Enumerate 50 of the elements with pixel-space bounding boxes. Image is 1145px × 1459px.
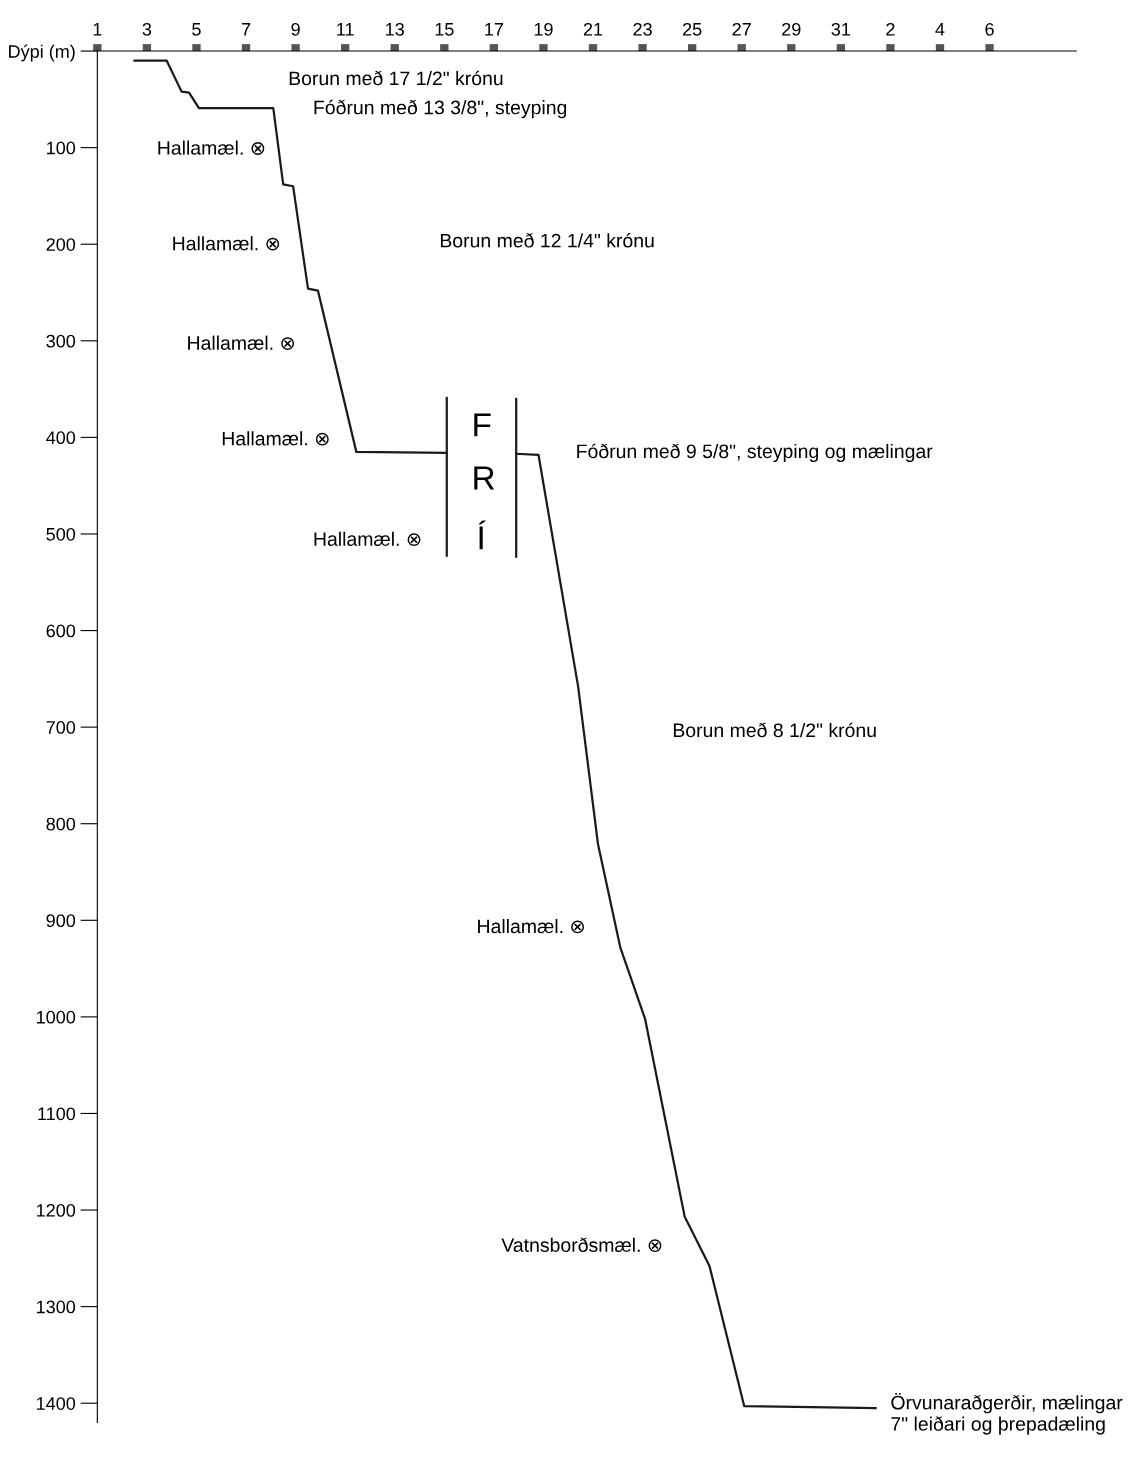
y-tick-label: 200 (46, 238, 76, 251)
y-tick-label: Dýpi (m) (9, 44, 75, 62)
y-tick-label: 100 (47, 141, 76, 155)
annotation: Hallamæl. ⊗ (222, 431, 329, 446)
annotation: Borun með 12 1/4" krónu (440, 232, 654, 248)
annotation: Hallamæl. ⊗ (158, 140, 265, 155)
x-tick-label: 13 (386, 22, 404, 36)
x-tick-label: 1 (93, 23, 102, 36)
annotation: Borun með 17 1/2" krónu (289, 70, 503, 86)
y-tick-label: 600 (46, 624, 76, 638)
annotation: Hallamæl. ⊗ (173, 236, 280, 251)
y-tick-label: 500 (46, 527, 76, 541)
annotation: Hallamæl. ⊗ (478, 918, 584, 934)
annotation: Vatnsborðsmæl. ⊗ (501, 1237, 662, 1253)
y-tick-label: 300 (46, 334, 76, 348)
annotation: Hallamæl. ⊗ (188, 335, 294, 350)
x-tick-label: 2 (886, 22, 895, 36)
x-tick-label: 5 (192, 23, 201, 36)
x-tick-label: 25 (683, 22, 702, 36)
y-tick-label: 1100 (38, 1107, 76, 1121)
x-tick-label: 17 (485, 23, 504, 36)
x-tick-label: 19 (534, 22, 553, 36)
x-tick-label: 4 (935, 23, 945, 36)
x-tick-label: 29 (782, 22, 801, 36)
annotation: Hallamæl. ⊗ (314, 531, 421, 547)
y-tick-label: 800 (46, 817, 76, 831)
x-tick-label: 23 (633, 22, 652, 36)
x-tick-label: 7 (241, 23, 251, 36)
annotation: Fóðrun með 9 5/8", steyping og mælingar (577, 443, 933, 463)
annotation: Fóðrun með 13 3/8", steyping (314, 99, 567, 119)
annotation: R (474, 466, 495, 490)
x-tick-label: 31 (831, 22, 851, 36)
x-tick-label: 3 (142, 22, 152, 36)
annotation: Í (478, 520, 486, 550)
y-tick-label: 900 (46, 914, 76, 928)
x-tick-label: 6 (985, 22, 994, 36)
y-tick-label: 1400 (37, 1397, 76, 1410)
annotation: Borun með 8 1/2" krónu (673, 722, 876, 738)
y-tick-label: 1300 (37, 1300, 76, 1314)
x-tick-label: 9 (291, 22, 300, 36)
annotation: F (474, 413, 491, 437)
x-tick-label: 11 (337, 23, 354, 36)
y-tick-label: 700 (46, 721, 76, 734)
y-tick-label: 1000 (37, 1010, 76, 1024)
x-tick-label: 15 (435, 23, 454, 36)
annotation: Örvunaraðgerðir, mælingar 7" leiðari og þrepadæling (891, 1393, 1123, 1435)
y-tick-label: 400 (46, 431, 76, 445)
x-tick-label: 27 (732, 22, 751, 36)
y-tick-label: 1200 (37, 1203, 76, 1217)
x-tick-label: 21 (583, 22, 603, 36)
